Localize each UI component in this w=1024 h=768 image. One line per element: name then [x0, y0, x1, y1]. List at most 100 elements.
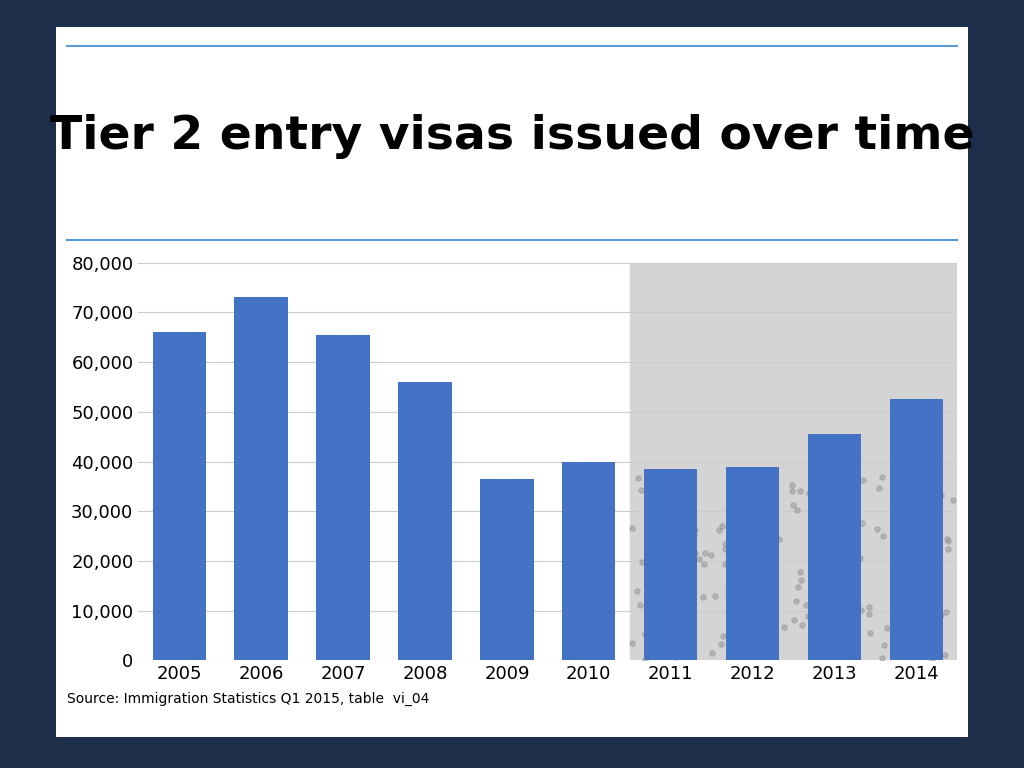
Point	[931, 545, 947, 558]
Point	[660, 584, 677, 596]
Point	[703, 549, 720, 561]
Point	[696, 547, 713, 559]
Bar	[480, 479, 534, 660]
Bar	[890, 399, 943, 660]
Point	[806, 584, 822, 597]
Bar	[562, 462, 615, 660]
Point	[634, 556, 650, 568]
Point	[657, 493, 674, 505]
Point	[870, 482, 887, 494]
Point	[713, 638, 729, 650]
Bar	[153, 333, 206, 660]
Point	[816, 478, 833, 490]
Point	[788, 504, 805, 516]
Point	[638, 537, 654, 549]
Point	[678, 633, 694, 645]
Point	[657, 482, 674, 494]
Point	[822, 526, 839, 538]
Point	[839, 588, 855, 601]
Point	[633, 484, 649, 496]
Point	[728, 518, 744, 530]
Point	[945, 494, 962, 506]
Point	[876, 638, 892, 650]
Point	[707, 591, 723, 603]
Point	[683, 521, 699, 534]
Point	[938, 606, 954, 618]
Point	[653, 549, 670, 561]
Point	[903, 531, 920, 544]
Point	[642, 561, 658, 574]
Point	[783, 479, 800, 492]
Point	[794, 619, 810, 631]
Point	[726, 491, 742, 503]
Point	[914, 587, 931, 599]
Point	[728, 624, 744, 636]
Point	[889, 585, 905, 598]
Point	[905, 511, 922, 523]
Point	[919, 622, 935, 634]
Point	[788, 594, 805, 607]
Point	[637, 628, 653, 641]
Point	[630, 472, 646, 485]
Point	[830, 650, 847, 662]
Point	[749, 551, 765, 563]
Point	[738, 612, 755, 624]
Point	[846, 554, 862, 567]
Point	[853, 604, 869, 617]
Point	[646, 531, 663, 544]
Point	[860, 601, 877, 614]
Point	[869, 523, 886, 535]
Point	[673, 468, 689, 480]
Point	[717, 538, 733, 551]
Point	[890, 504, 906, 516]
Point	[894, 535, 910, 547]
Point	[825, 559, 842, 571]
Bar	[808, 434, 861, 660]
Point	[907, 515, 924, 527]
Point	[801, 487, 817, 499]
Bar	[398, 382, 452, 660]
Point	[886, 502, 902, 514]
Point	[762, 472, 778, 484]
Point	[776, 621, 793, 633]
Point	[821, 509, 838, 521]
Point	[705, 647, 721, 660]
Point	[660, 477, 677, 489]
Point	[792, 566, 808, 578]
Point	[673, 608, 689, 621]
Point	[714, 520, 730, 532]
Bar	[630, 263, 957, 660]
Point	[632, 599, 648, 611]
Point	[739, 486, 756, 498]
Point	[818, 562, 835, 574]
Point	[725, 494, 741, 506]
Point	[720, 586, 736, 598]
Point	[799, 599, 815, 611]
Point	[721, 594, 737, 606]
Point	[724, 617, 740, 630]
Point	[756, 478, 772, 490]
Point	[641, 528, 657, 540]
Point	[636, 654, 652, 666]
Point	[694, 591, 711, 603]
Point	[783, 485, 800, 497]
Point	[717, 543, 733, 555]
Point	[830, 581, 847, 594]
Point	[930, 624, 946, 636]
Point	[741, 611, 758, 624]
Point	[893, 531, 909, 544]
Point	[730, 545, 746, 558]
Point	[791, 581, 807, 594]
Bar	[316, 335, 370, 660]
Point	[686, 529, 702, 541]
Point	[759, 486, 775, 498]
Point	[624, 637, 640, 649]
Point	[860, 608, 877, 621]
Point	[852, 551, 868, 564]
Point	[820, 590, 837, 602]
Point	[800, 610, 816, 622]
Point	[874, 471, 891, 483]
Point	[744, 483, 761, 495]
Point	[914, 485, 931, 497]
Point	[885, 513, 901, 525]
